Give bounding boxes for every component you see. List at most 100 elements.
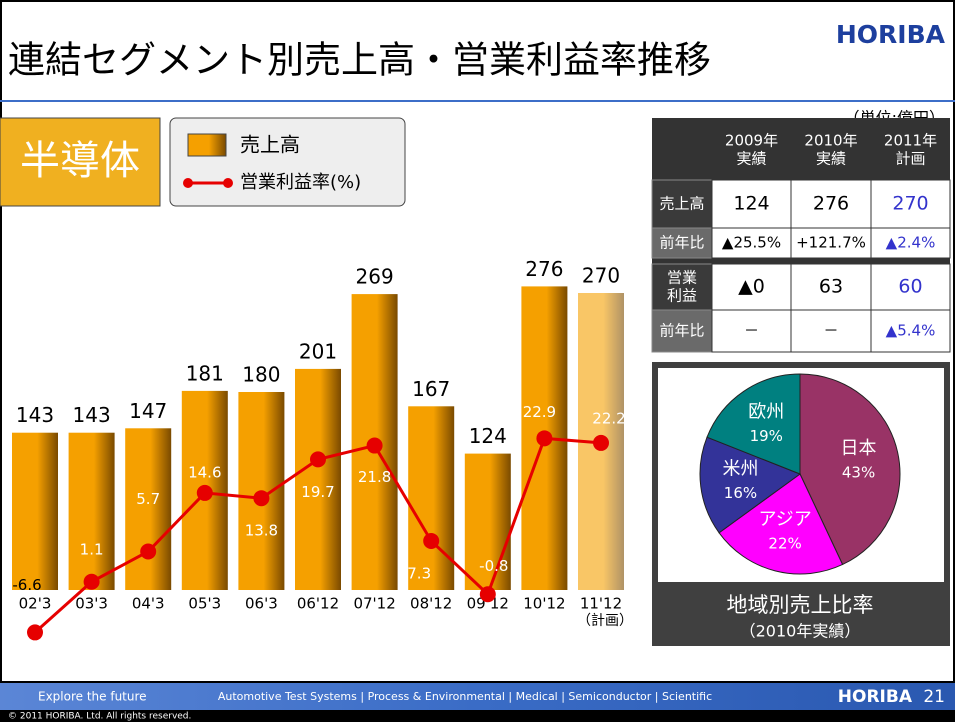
bar-value-label: 181 xyxy=(186,361,224,385)
table-text: 270 xyxy=(892,193,928,215)
table-text: 利益 xyxy=(667,287,697,305)
table-text: 63 xyxy=(819,276,843,298)
line-marker xyxy=(536,430,553,447)
table-text: 前年比 xyxy=(659,234,704,252)
business-segments: Automotive Test Systems | Process & Envi… xyxy=(218,690,712,703)
bar-value-label: 269 xyxy=(356,265,394,289)
bar xyxy=(125,428,172,590)
table-text: 計画 xyxy=(895,150,925,168)
table-cell xyxy=(790,263,872,311)
x-tick-label: 05'3 xyxy=(188,595,221,613)
table-cell xyxy=(870,227,951,259)
table-text: 実績 xyxy=(816,150,846,168)
x-tick-label: 02'3 xyxy=(19,595,52,613)
line-marker xyxy=(310,451,326,468)
pie-slice xyxy=(718,473,844,575)
line-value-label: 22.9 xyxy=(523,403,556,421)
bar-value-label: 147 xyxy=(129,399,167,423)
line-marker xyxy=(253,490,270,507)
bar-value-label: 180 xyxy=(242,363,280,387)
pie-slice xyxy=(706,373,801,475)
x-tick-label: 09'12 xyxy=(467,595,509,613)
table-text: ▲0 xyxy=(738,276,765,298)
bar-value-label: 201 xyxy=(299,339,337,363)
slide-title: 連結セグメント別売上高・営業利益率推移 xyxy=(8,39,711,82)
bar-value-label: 276 xyxy=(525,257,563,281)
x-tick-label: 06'12 xyxy=(297,595,339,613)
table-text: 実績 xyxy=(736,150,766,168)
table-cell xyxy=(870,309,951,353)
page-number: 21 xyxy=(923,687,945,707)
table-text: ▲5.4% xyxy=(886,322,936,340)
footer-bar xyxy=(0,683,955,710)
segment-label: 半導体 xyxy=(20,138,140,184)
pie-value-label: 22% xyxy=(768,535,801,553)
pie-label: 日本 xyxy=(841,438,877,459)
legend-marker xyxy=(223,178,233,188)
legend-label: 営業利益率(%) xyxy=(240,172,361,193)
line-marker xyxy=(196,484,213,501)
line-value-label: -6.6 xyxy=(12,576,41,594)
line-value-label: 7.3 xyxy=(407,564,431,582)
table-text: 276 xyxy=(813,193,849,215)
line-value-label: 5.7 xyxy=(136,490,160,508)
table-text: － xyxy=(744,322,759,340)
x-tick-label: 08'12 xyxy=(410,595,452,613)
legend-label: 売上高 xyxy=(240,133,300,157)
line-marker xyxy=(479,586,496,603)
line-marker xyxy=(140,543,157,560)
bar xyxy=(408,406,455,590)
table-cell xyxy=(870,263,951,311)
bar xyxy=(12,432,58,590)
table-text: 2010年 xyxy=(804,132,857,150)
table-text: 前年比 xyxy=(659,322,704,340)
segment-box xyxy=(0,117,161,207)
copyright-bar xyxy=(0,710,955,722)
x-tick-label: 03'3 xyxy=(75,595,108,613)
pie-value-label: 19% xyxy=(750,427,783,445)
line-marker xyxy=(366,437,383,454)
table-text: 60 xyxy=(898,276,922,298)
table-cell xyxy=(870,179,951,229)
copyright: © 2011 HORIBA. Ltd. All rights reserved. xyxy=(8,712,191,722)
bar xyxy=(68,432,115,590)
table-cell xyxy=(711,263,792,311)
pie-title: 地域別売上比率 xyxy=(727,593,874,617)
line-value-label: 21.8 xyxy=(358,468,391,486)
row-label-cell xyxy=(651,179,713,229)
bar-value-label: 143 xyxy=(73,403,111,427)
x-tick-label: 10'12 xyxy=(523,595,565,613)
legend-swatch xyxy=(187,133,227,157)
bar xyxy=(464,453,511,590)
legend-marker xyxy=(183,178,193,188)
bar-value-label: 143 xyxy=(16,403,54,427)
table-text: 124 xyxy=(733,193,769,215)
footer-logo: HORIBA xyxy=(838,687,913,707)
frame xyxy=(0,0,955,683)
row-label-cell xyxy=(651,263,713,311)
line-value-label: 19.7 xyxy=(301,483,334,501)
line-marker xyxy=(83,573,100,590)
pie-label: 欧州 xyxy=(748,401,784,422)
line-value-label: 22.2 xyxy=(592,409,625,427)
table-text: 2011年 xyxy=(884,132,937,150)
table-text: － xyxy=(823,322,838,340)
table-cell xyxy=(711,309,792,353)
line-marker xyxy=(593,434,609,451)
table-text: 売上高 xyxy=(659,195,704,213)
pie-label: アジア xyxy=(758,509,811,530)
table-text: ▲2.4% xyxy=(886,234,936,252)
bar-value-label: 167 xyxy=(412,377,450,401)
table-text: 2009年 xyxy=(725,132,778,150)
bar xyxy=(295,368,341,590)
plan-note: （計画） xyxy=(577,613,633,629)
table-cell xyxy=(711,179,792,229)
pie-slice xyxy=(699,436,802,534)
table-cell xyxy=(790,179,872,229)
line-value-label: -0.8 xyxy=(479,557,508,575)
table-text: ▲25.5% xyxy=(722,234,781,252)
x-tick-label: 07'12 xyxy=(353,595,395,613)
pie-value-label: 16% xyxy=(724,484,757,502)
pie-value-label: 43% xyxy=(842,463,875,481)
